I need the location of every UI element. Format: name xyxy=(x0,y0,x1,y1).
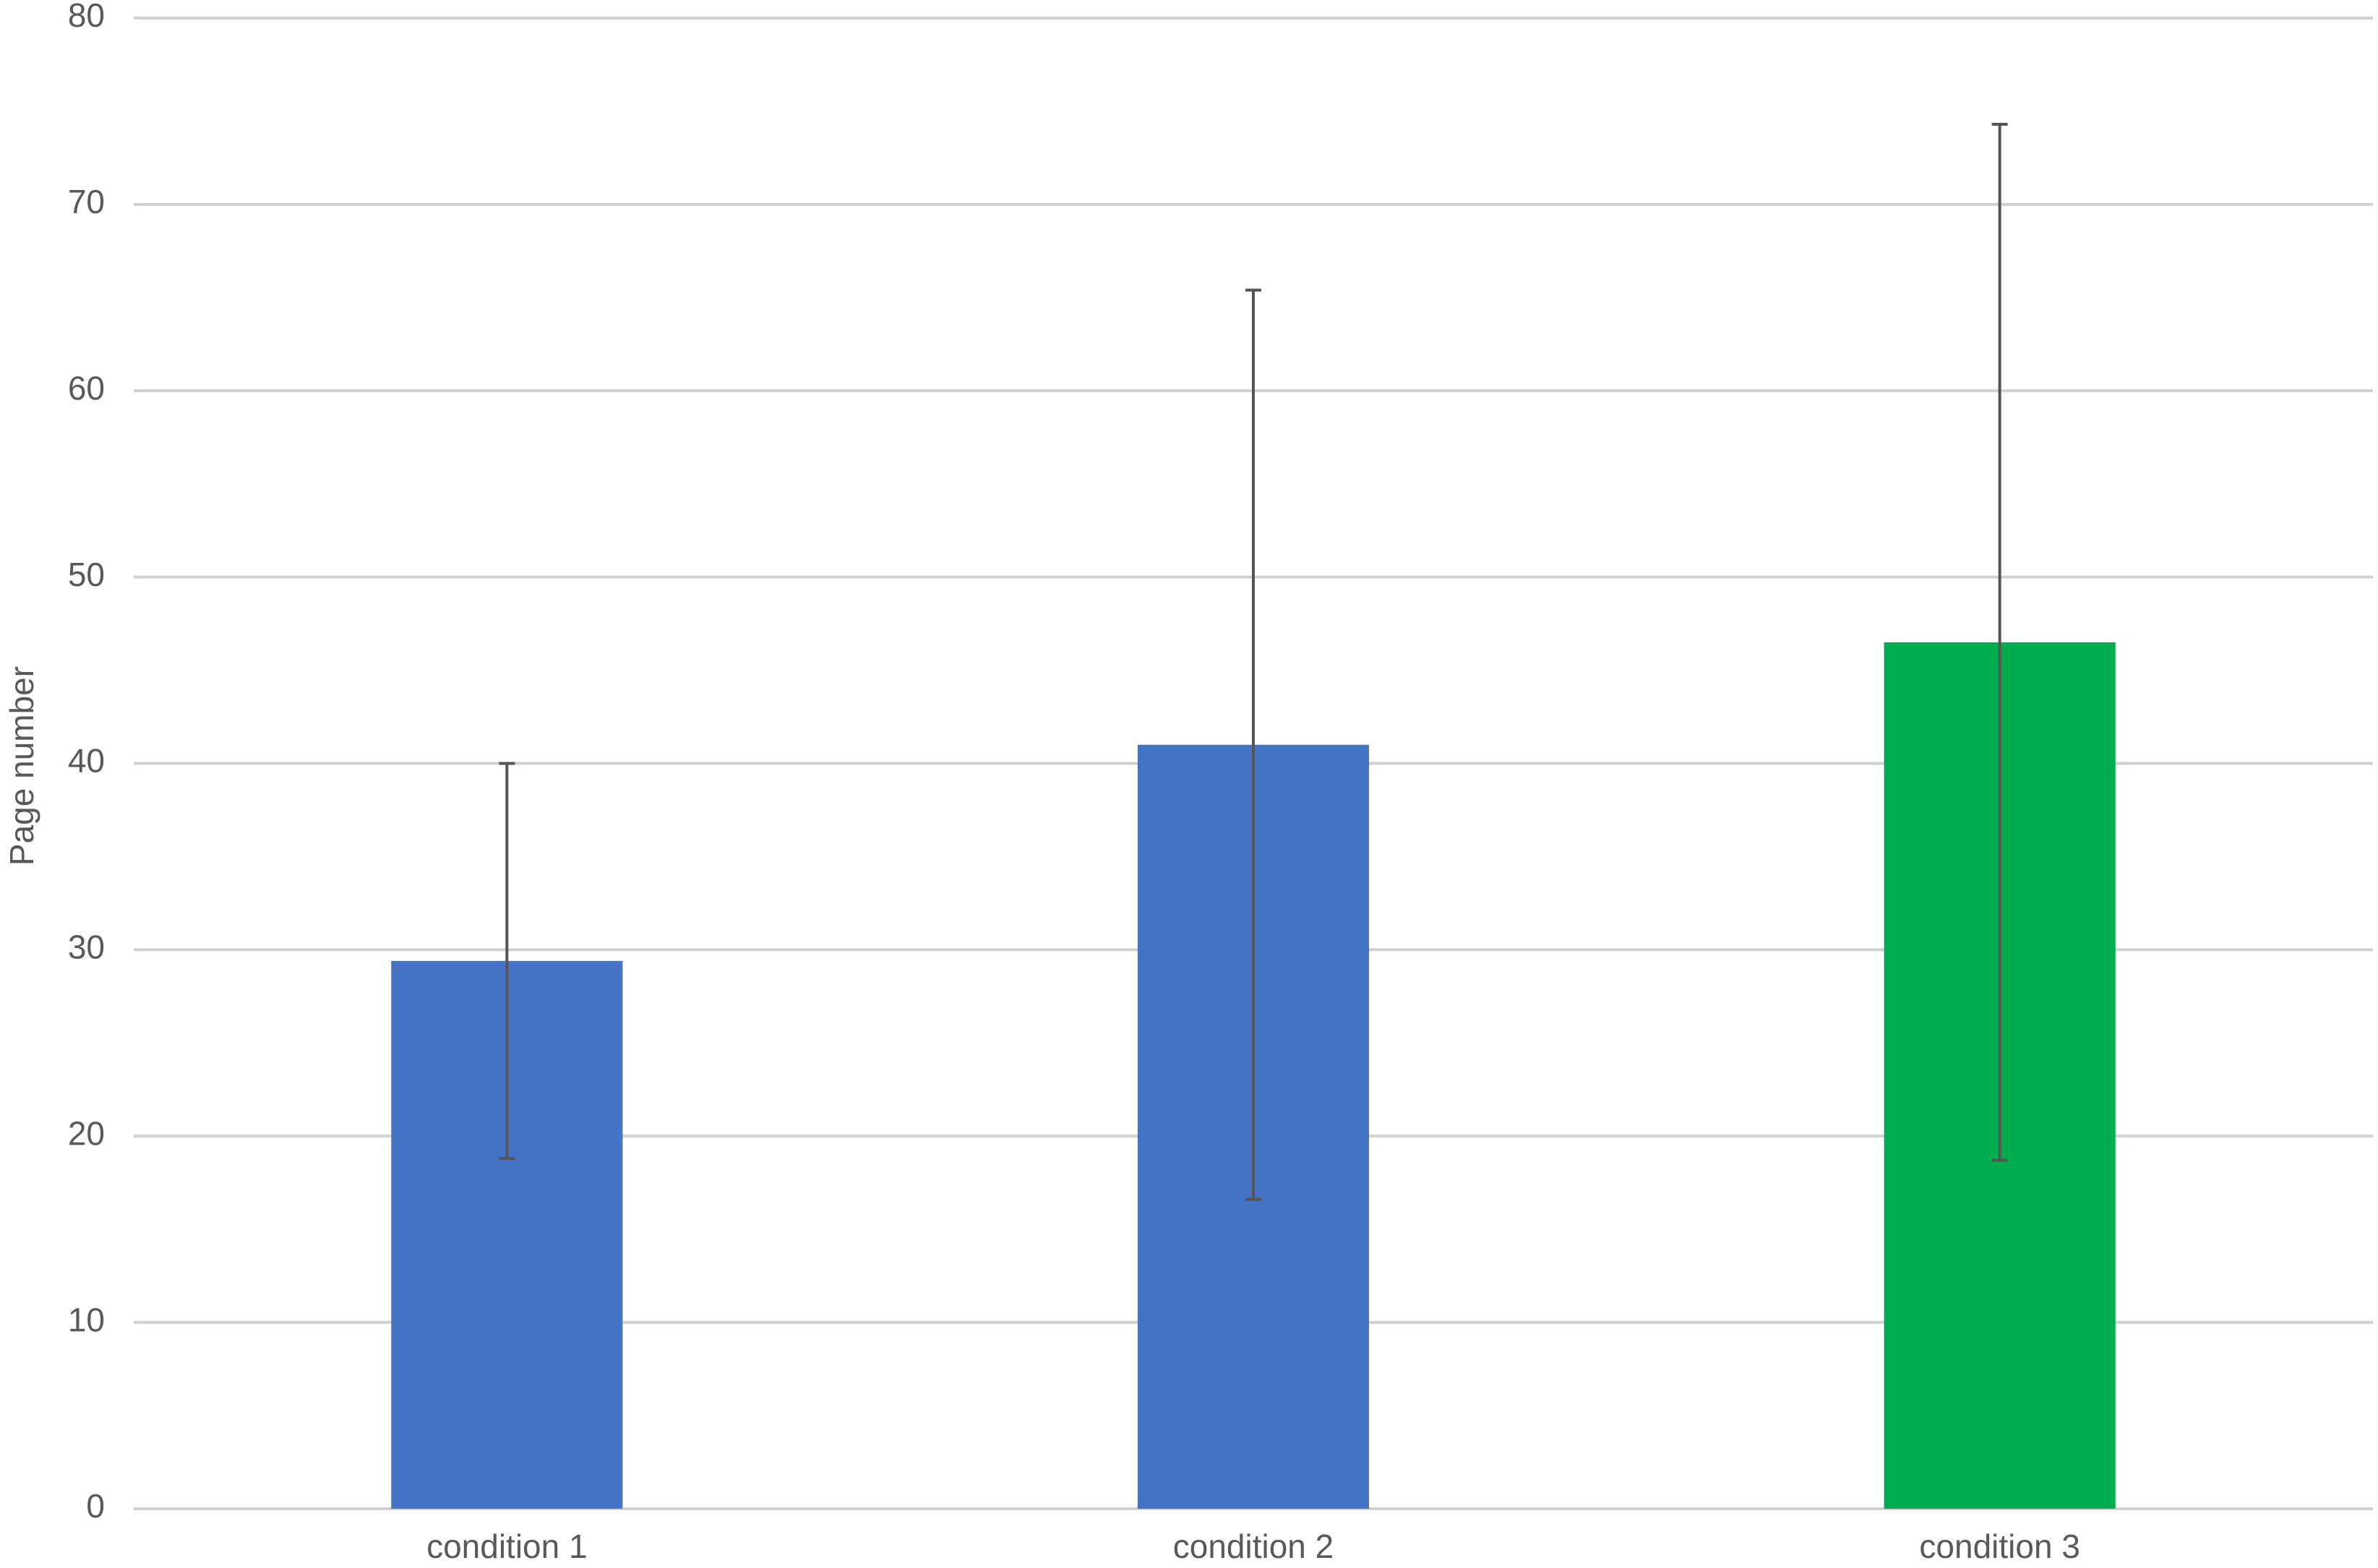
y-tick-label: 40 xyxy=(68,742,105,780)
y-tick-label: 30 xyxy=(68,929,105,966)
y-tick-label: 20 xyxy=(68,1114,105,1152)
x-tick-label: condition 2 xyxy=(1173,1528,1334,1565)
y-tick-label: 10 xyxy=(68,1301,105,1338)
y-tick-label: 70 xyxy=(68,183,105,220)
y-axis-label: Page number xyxy=(3,666,40,866)
y-tick-label: 0 xyxy=(86,1487,105,1525)
y-tick-label: 80 xyxy=(68,0,105,34)
y-tick-label: 60 xyxy=(68,369,105,407)
x-tick-label: condition 1 xyxy=(426,1528,588,1565)
x-tick-label: condition 3 xyxy=(1919,1528,2080,1565)
y-tick-label: 50 xyxy=(68,556,105,593)
error-bar xyxy=(1991,122,2008,1162)
error-bar xyxy=(1245,288,1261,1201)
error-bar xyxy=(499,762,515,1160)
